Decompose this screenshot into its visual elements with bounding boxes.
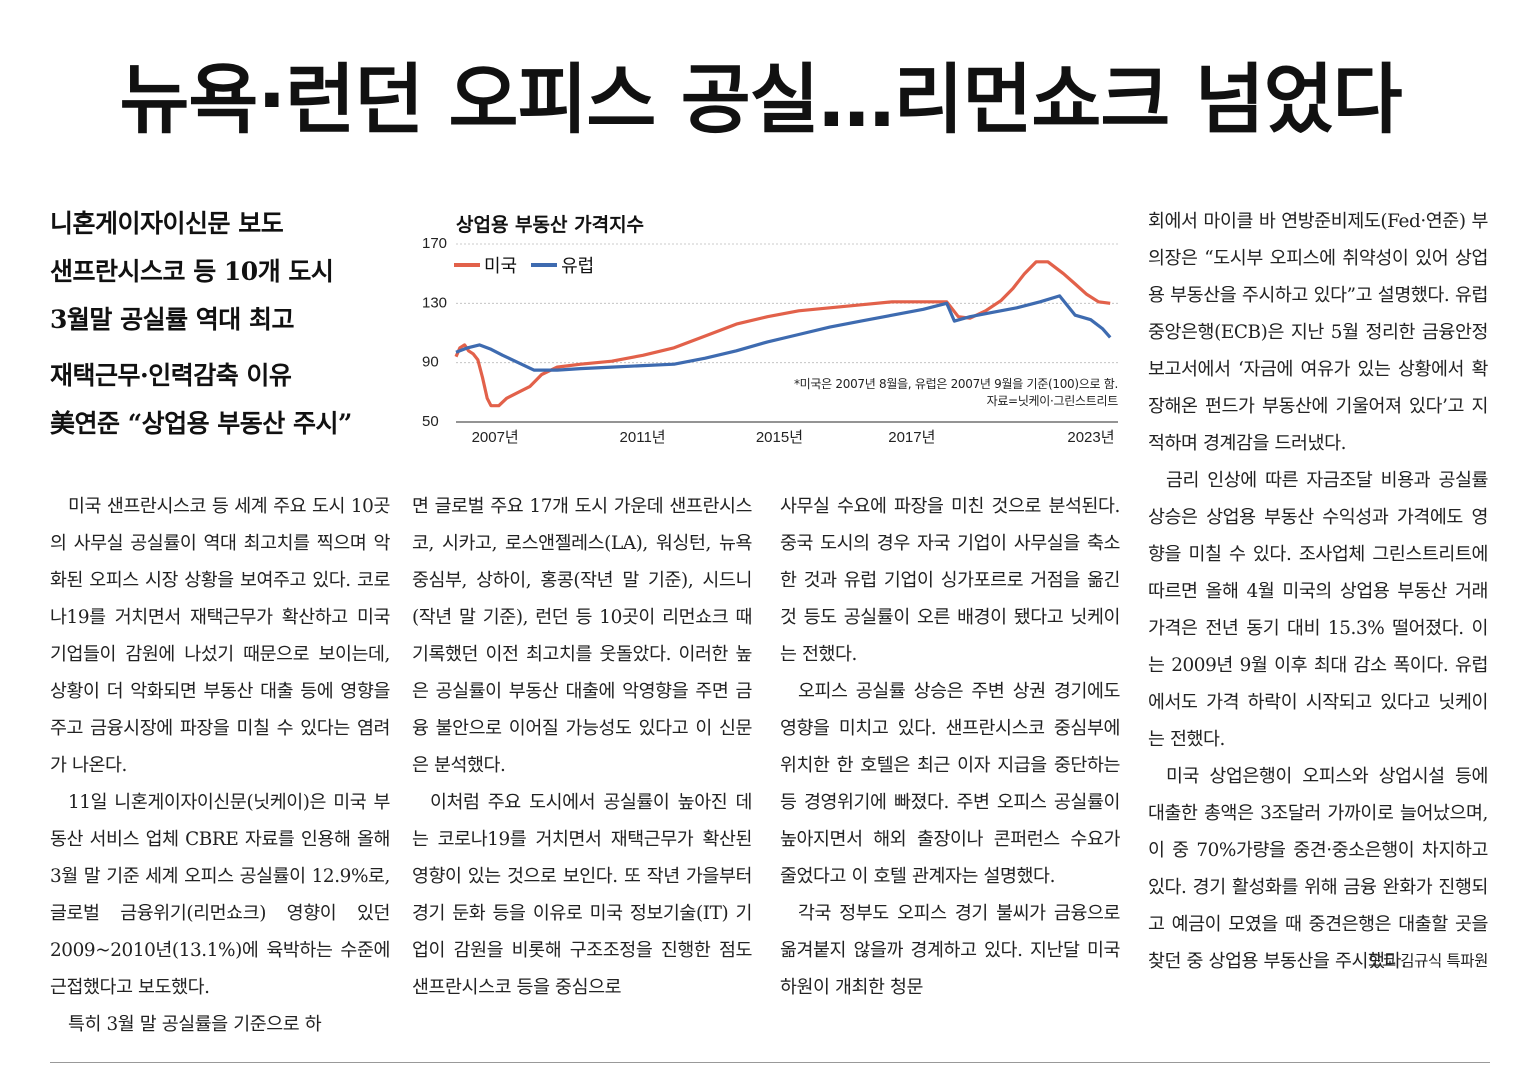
paragraph: 각국 정부도 오피스 경기 불씨가 금융으로 옮겨붙지 않을까 경계하고 있다.… (780, 903, 1120, 998)
article-column-4: 회에서 마이클 바 연방준비제도(Fed·연준) 부의장은 “도시부 오피스에 … (1148, 203, 1488, 980)
paragraph: 오피스 공실률 상승은 주변 상권 경기에도 영향을 미치고 있다. 샌프란시스… (780, 681, 1120, 887)
x-tick-label: 2023년 (1067, 429, 1114, 446)
legend-label-us: 미국 (484, 256, 518, 277)
article-column-1: 미국 샌프란시스코 등 세계 주요 도시 10곳의 사무실 공실률이 역대 최고… (50, 488, 390, 1043)
x-tick-label: 2015년 (756, 429, 803, 446)
paragraph: 회에서 마이클 바 연방준비제도(Fed·연준) 부의장은 “도시부 오피스에 … (1148, 211, 1488, 454)
x-tick-label: 2017년 (888, 429, 935, 446)
legend-label-eu: 유럽 (561, 256, 595, 277)
chart-canvas: 50 90 130 170 2007년 2011년 2015년 2017년 2023년 (422, 235, 1118, 446)
subhead-line: 샌프란시스코 등 10개 도시 (50, 257, 334, 286)
y-tick-label: 170 (422, 235, 447, 252)
bottom-rule (50, 1062, 1490, 1063)
chart-source: 자료=닛케이·그린스트리트 (986, 394, 1119, 408)
legend-swatch-us (454, 263, 480, 267)
paragraph: 미국 샌프란시스코 등 세계 주요 도시 10곳의 사무실 공실률이 역대 최고… (50, 496, 390, 776)
subhead-line: 재택근무·인력감축 이유 (50, 361, 292, 390)
paragraph: 미국 상업은행이 오피스와 상업시설 등에 대출한 총액은 3조달러 가까이로 … (1148, 766, 1488, 972)
y-tick-label: 50 (422, 413, 439, 430)
x-tick-label: 2007년 (472, 429, 519, 446)
article-column-2: 면 글로벌 주요 17개 도시 가운데 샌프란시스코, 시카고, 로스앤젤레스(… (412, 488, 752, 1006)
series-line-eu (455, 294, 1112, 372)
price-index-chart: 50 90 130 170 2007년 2011년 2015년 2017년 2023년 상업용 … (420, 200, 1140, 460)
chart-note: *미국은 2007년 8월을, 유럽은 2007년 9월을 기준(100)으로 … (794, 376, 1118, 410)
paragraph: 특히 3월 말 공실률을 기준으로 하 (68, 1014, 322, 1035)
article-column-3: 사무실 수요에 파장을 미친 것으로 분석된다. 중국 도시의 경우 자국 기업… (780, 488, 1120, 1006)
chart-footnote: *미국은 2007년 8월을, 유럽은 2007년 9월을 기준(100)으로 … (793, 377, 1118, 391)
legend-swatch-eu (531, 263, 558, 267)
y-tick-label: 130 (422, 294, 447, 311)
x-tick-label: 2011년 (620, 429, 666, 446)
paragraph: 11일 니혼게이자이신문(닛케이)은 미국 부동산 서비스 업체 CBRE 자료… (50, 792, 390, 998)
subhead-line: 3월말 공실률 역대 최고 (50, 305, 295, 334)
y-tick-label: 90 (422, 354, 439, 371)
paragraph: 사무실 수요에 파장을 미친 것으로 분석된다. 중국 도시의 경우 자국 기업… (780, 496, 1120, 665)
byline: 도쿄 김규식 특파원 (1368, 952, 1488, 970)
chart-legend: 미국 유럽 (454, 252, 594, 278)
legend-item-us: 미국 (454, 252, 517, 278)
series-line-us (454, 260, 1111, 408)
paragraph: 금리 인상에 따른 자금조달 비용과 공실률 상승은 상업용 부동산 수익성과 … (1148, 470, 1488, 750)
legend-item-eu: 유럽 (531, 252, 594, 278)
subhead-line: 美연준 “상업용 부동산 주시” (50, 409, 352, 438)
paragraph: 이처럼 주요 도시에서 공실률이 높아진 데는 코로나19를 거치면서 재택근무… (412, 792, 752, 998)
subhead-line: 니혼게이자이신문 보도 (50, 209, 284, 238)
subheads: 니혼게이자이신문 보도 샌프란시스코 등 10개 도시 3월말 공실률 역대 최… (50, 200, 400, 448)
chart-title: 상업용 부동산 가격지수 (456, 214, 645, 236)
headline: 뉴욕·런던 오피스 공실…리먼쇼크 넘었다 (119, 55, 1403, 144)
paragraph: 면 글로벌 주요 17개 도시 가운데 샌프란시스코, 시카고, 로스앤젤레스(… (412, 496, 752, 776)
